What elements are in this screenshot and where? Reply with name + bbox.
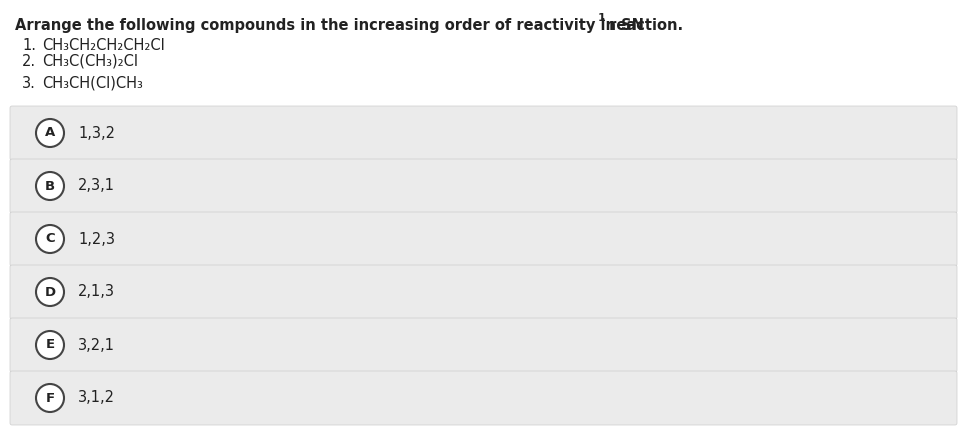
Text: 1,3,2: 1,3,2	[78, 126, 115, 140]
Text: 3,1,2: 3,1,2	[78, 391, 115, 405]
FancyBboxPatch shape	[10, 106, 957, 160]
FancyBboxPatch shape	[10, 318, 957, 372]
Text: A: A	[45, 126, 55, 139]
Text: reaction.: reaction.	[604, 18, 683, 33]
FancyBboxPatch shape	[10, 265, 957, 319]
Text: F: F	[45, 391, 55, 404]
Text: C: C	[45, 233, 55, 246]
FancyBboxPatch shape	[10, 212, 957, 266]
Circle shape	[36, 172, 64, 200]
FancyBboxPatch shape	[10, 159, 957, 213]
Text: 1.: 1.	[22, 38, 36, 53]
Text: 2,1,3: 2,1,3	[78, 284, 115, 300]
Circle shape	[36, 331, 64, 359]
Text: 2.: 2.	[22, 54, 36, 69]
Circle shape	[36, 119, 64, 147]
Text: E: E	[45, 339, 55, 352]
Circle shape	[36, 384, 64, 412]
Text: 1: 1	[598, 13, 606, 23]
Text: CH₃CH₂CH₂CH₂Cl: CH₃CH₂CH₂CH₂Cl	[42, 38, 165, 53]
Text: CH₃CH(Cl)CH₃: CH₃CH(Cl)CH₃	[42, 76, 143, 91]
Text: Arrange the following compounds in the increasing order of reactivity in SN: Arrange the following compounds in the i…	[15, 18, 644, 33]
Text: CH₃C(CH₃)₂Cl: CH₃C(CH₃)₂Cl	[42, 54, 138, 69]
Circle shape	[36, 225, 64, 253]
Text: 2,3,1: 2,3,1	[78, 178, 115, 194]
Text: 1,2,3: 1,2,3	[78, 232, 115, 246]
Text: 3,2,1: 3,2,1	[78, 337, 115, 352]
Circle shape	[36, 278, 64, 306]
FancyBboxPatch shape	[10, 371, 957, 425]
Text: B: B	[45, 180, 55, 193]
Text: D: D	[44, 285, 56, 298]
Text: 3.: 3.	[22, 76, 36, 91]
